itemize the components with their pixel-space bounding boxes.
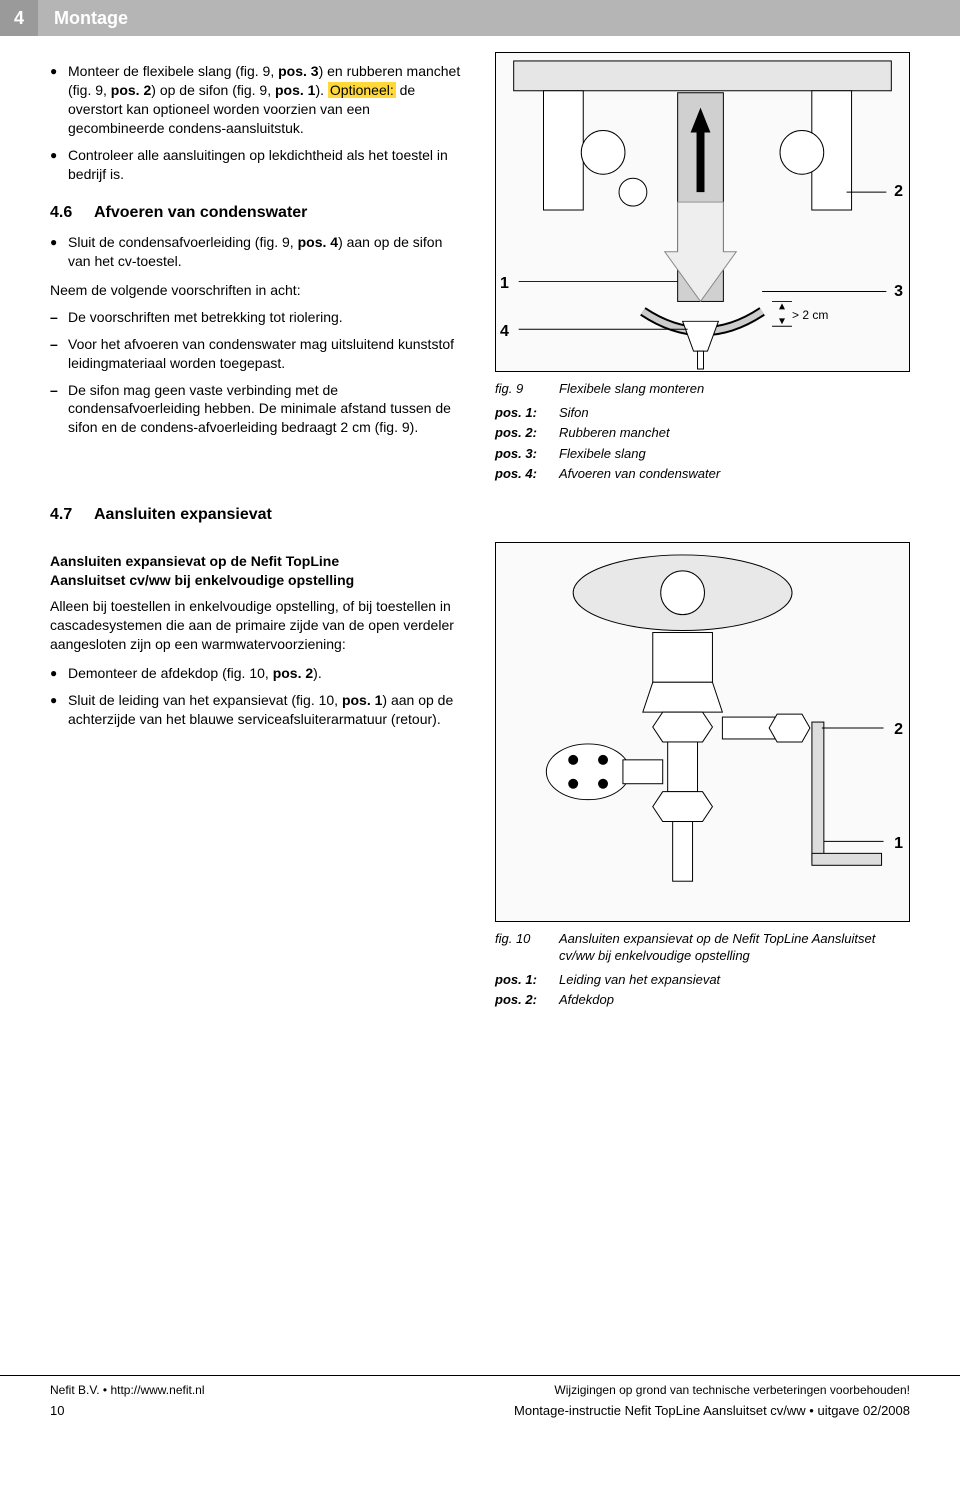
s46-bullets: Sluit de condensafvoerleiding (fig. 9, p… [50,233,465,271]
section-header: 4 Montage [0,0,960,36]
figure-10-diagram [496,543,909,921]
fig9-pos-4: pos. 4:Afvoeren van condenswater [495,465,910,483]
dash-item: Voor het afvoeren van condenswater mag u… [50,335,465,373]
s47-sub1: Aansluiten expansievat op de Nefit TopLi… [50,552,465,590]
page-number: 10 [50,1402,64,1420]
figure-9-diagram [496,53,909,371]
section-number: 4 [0,0,38,36]
bullet-item: Monteer de flexibele slang (fig. 9, pos.… [50,62,465,138]
callout-4: 4 [500,321,509,343]
figure-9: 1 2 3 4 > 2 cm [495,52,910,372]
bullet-item: Demonteer de afdekdop (fig. 10, pos. 2). [50,664,465,683]
intro-bullets: Monteer de flexibele slang (fig. 9, pos.… [50,62,465,183]
callout-3: 3 [894,281,903,303]
bullet-item: Sluit de condensafvoerleiding (fig. 9, p… [50,233,465,271]
bullet-item: Sluit de leiding van het expansievat (fi… [50,691,465,729]
fig10-pos-1: pos. 1:Leiding van het expansievat [495,971,910,989]
footer-left: Nefit B.V. • http://www.nefit.nl [50,1382,205,1398]
fig10-pos-2: pos. 2:Afdekdop [495,991,910,1009]
bullet-item: Controleer alle aansluitingen op lekdich… [50,146,465,184]
callout-2: 2 [894,181,903,203]
dash-item: De voorschriften met betrekking tot riol… [50,308,465,327]
fig10-caption: fig. 10 Aansluiten expansievat op de Nef… [495,930,910,965]
callout-1: 1 [500,273,509,295]
footer-doc-title: Montage-instructie Nefit TopLine Aanslui… [514,1402,910,1420]
fig9-pos-1: pos. 1:Sifon [495,404,910,422]
figure-10: 2 1 [495,542,910,922]
section-title: Montage [54,6,128,30]
fig9-caption: fig. 9 Flexibele slang monteren [495,380,910,398]
callout-2: 2 [894,719,903,741]
fig9-pos-3: pos. 3:Flexibele slang [495,445,910,463]
s47-para1: Alleen bij toestellen in enkelvoudige op… [50,597,465,654]
fig9-pos-2: pos. 2:Rubberen manchet [495,424,910,442]
footer-right: Wijzigingen op grond van technische verb… [554,1382,910,1398]
callout-1: 1 [894,833,903,855]
dash-item: De sifon mag geen vaste verbinding met d… [50,381,465,438]
heading-4-6: 4.6Afvoeren van condenswater [50,202,465,224]
heading-4-7: 4.7Aansluiten expansievat [50,504,910,526]
page-footer: Nefit B.V. • http://www.nefit.nl Wijzigi… [0,1375,960,1420]
s46-para: Neem de volgende voorschriften in acht: [50,281,465,300]
fig9-note: > 2 cm [792,307,828,323]
s47-bullets: Demonteer de afdekdop (fig. 10, pos. 2).… [50,664,465,729]
s46-dashes: De voorschriften met betrekking tot riol… [50,308,465,437]
